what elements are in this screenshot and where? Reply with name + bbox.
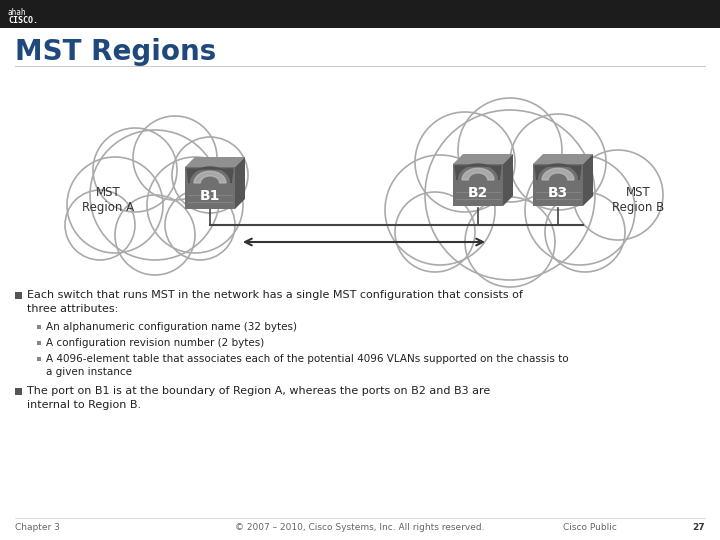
Circle shape [115,195,195,275]
Bar [610,0,662,28]
Polygon shape [185,157,245,167]
Circle shape [425,110,595,280]
Text: MST Regions: MST Regions [15,38,216,66]
Polygon shape [187,167,233,183]
Circle shape [385,155,495,265]
Text: The port on B1 is at the boundary of Region A, whereas the ports on B2 and B3 ar: The port on B1 is at the boundary of Reg… [27,386,490,396]
Text: ahah: ahah [8,8,27,17]
Bar [37,341,41,345]
Circle shape [545,192,625,272]
Text: A configuration revision number (2 bytes): A configuration revision number (2 bytes… [46,338,264,348]
Polygon shape [462,168,494,180]
Bar [558,0,610,28]
Text: Each switch that runs MST in the network has a single MST configuration that con: Each switch that runs MST in the network… [27,290,523,300]
Circle shape [415,112,515,212]
Text: 27: 27 [693,523,705,532]
Polygon shape [533,154,593,164]
Polygon shape [235,157,245,209]
Bar [37,325,41,329]
Text: CISCO.: CISCO. [8,16,38,25]
Text: B1: B1 [200,190,220,204]
Circle shape [133,116,217,200]
Circle shape [465,197,555,287]
Circle shape [67,157,163,253]
Bar [533,164,583,206]
Polygon shape [194,171,226,183]
Bar [15,388,22,395]
Polygon shape [455,164,501,180]
Text: B3: B3 [548,186,568,200]
Text: a given instance: a given instance [46,367,132,377]
Text: B2: B2 [468,186,488,200]
Circle shape [147,157,243,253]
Bar [37,357,41,361]
Bar [185,167,235,209]
Bar [454,0,506,28]
Bar [402,0,454,28]
Circle shape [93,128,177,212]
Text: MST
Region B: MST Region B [612,186,664,214]
Circle shape [65,190,135,260]
Circle shape [458,98,562,202]
Bar [506,0,558,28]
Polygon shape [503,154,513,206]
Polygon shape [583,154,593,206]
Polygon shape [453,154,513,164]
Text: Chapter 3: Chapter 3 [15,523,60,532]
Circle shape [525,155,635,265]
Bar [662,0,714,28]
Bar [350,0,402,28]
Text: © 2007 – 2010, Cisco Systems, Inc. All rights reserved.: © 2007 – 2010, Cisco Systems, Inc. All r… [235,523,485,532]
Text: three attributes:: three attributes: [27,304,118,314]
Circle shape [510,114,606,210]
Circle shape [573,150,663,240]
Bar [0,0,720,28]
Circle shape [165,190,235,260]
Text: A 4096-element table that associates each of the potential 4096 VLANs supported : A 4096-element table that associates eac… [46,354,569,364]
Text: An alphanumeric configuration name (32 bytes): An alphanumeric configuration name (32 b… [46,322,297,332]
Text: internal to Region B.: internal to Region B. [27,400,141,410]
Circle shape [172,137,248,213]
Circle shape [90,130,220,260]
Bar [15,292,22,299]
Polygon shape [535,164,581,180]
Text: MST
Region A: MST Region A [82,186,134,214]
Bar [453,164,503,206]
Polygon shape [542,168,574,180]
Text: Cisco Public: Cisco Public [563,523,617,532]
Circle shape [395,192,475,272]
